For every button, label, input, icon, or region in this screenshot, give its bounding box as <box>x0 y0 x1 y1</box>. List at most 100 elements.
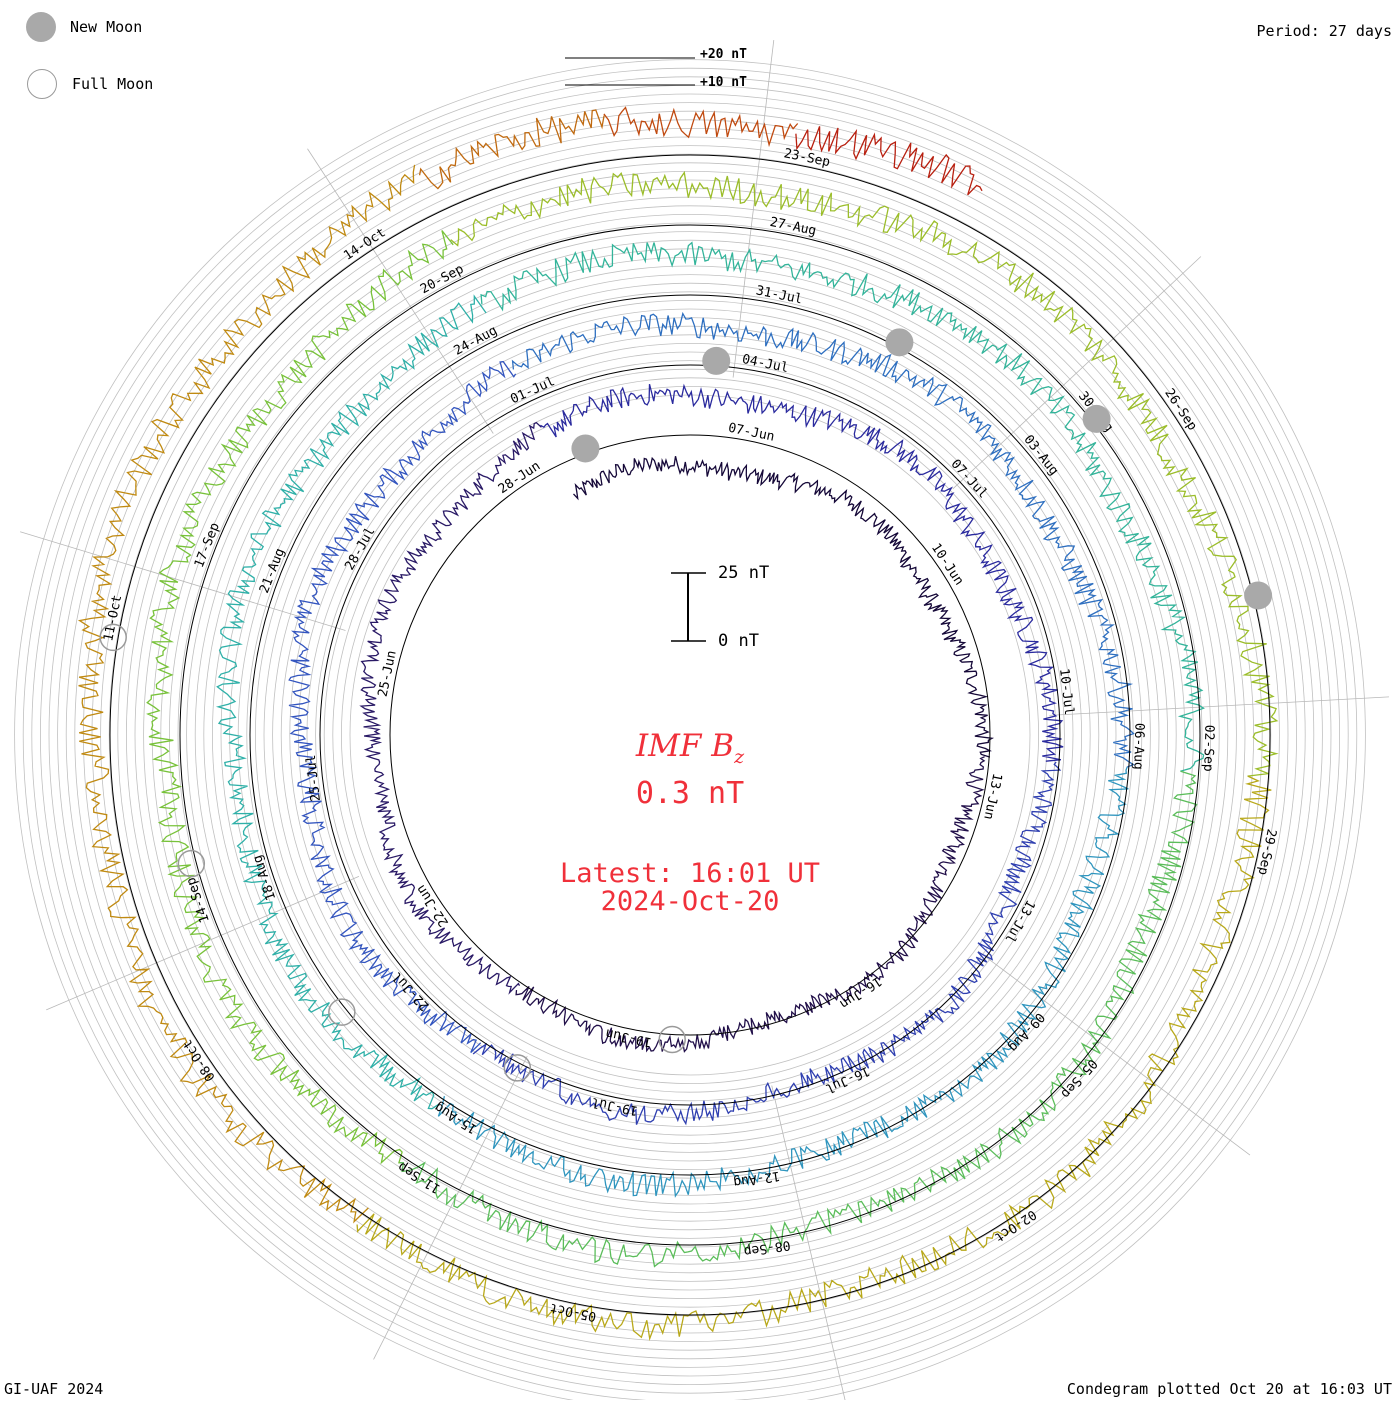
grid-spoke <box>977 950 1251 1156</box>
legend-new-moon: New Moon <box>26 12 142 42</box>
series-trace-0 <box>359 421 542 995</box>
scale-bar-bottom-label: 0 nT <box>718 631 759 651</box>
grid-spoke <box>952 256 1202 490</box>
ring-baseline <box>389 434 991 1036</box>
date-label: 08-Sep <box>743 1237 792 1259</box>
date-label: 25-Jul <box>304 754 324 802</box>
grid-ring <box>100 145 1280 1325</box>
new-moon-marker <box>1244 581 1273 610</box>
plotted-label: Condegram plotted Oct 20 at 16:03 UT <box>1066 1380 1392 1398</box>
new-moon-icon <box>26 12 56 42</box>
grid-ring <box>31 76 1349 1394</box>
ref-label-plus10: +10 nT <box>700 75 747 90</box>
imf-title-main: IMF B <box>635 728 735 764</box>
grid-ring <box>83 128 1297 1342</box>
new-moon-marker <box>571 434 600 463</box>
series-trace-1 <box>472 761 1062 1126</box>
new-moon-marker <box>1082 404 1111 433</box>
grid-ring <box>143 188 1237 1282</box>
full-moon-marker <box>503 1054 532 1082</box>
date-label: 06-Aug <box>1130 723 1146 770</box>
series-trace-1 <box>288 360 517 1053</box>
date-label: 24-Aug <box>451 323 499 359</box>
grid-ring <box>169 214 1211 1256</box>
grid-ring <box>203 248 1177 1222</box>
grid-ring <box>340 385 1040 1085</box>
grid-ring <box>280 325 1100 1145</box>
date-label: 21-Aug <box>257 546 288 595</box>
series-trace-2 <box>511 311 1135 768</box>
grid-ring <box>108 153 1272 1317</box>
full-moon-marker <box>658 1025 686 1054</box>
grid-ring <box>57 102 1323 1368</box>
grid-ring <box>160 205 1220 1265</box>
grid-spoke <box>46 876 360 1011</box>
new-moon-marker <box>702 346 731 375</box>
grid-spoke <box>1049 696 1389 716</box>
series-trace-2 <box>437 766 1129 1198</box>
date-label: 01-Jul <box>508 374 557 407</box>
date-label: 03-Aug <box>1020 432 1061 478</box>
grid-spoke <box>732 39 775 378</box>
series-trace-4 <box>77 164 416 1224</box>
legend-full-moon-label: Full Moon <box>72 75 154 93</box>
ring-baseline <box>179 224 1201 1246</box>
grid-spoke <box>307 148 494 434</box>
series-trace-1 <box>540 383 1064 762</box>
legend-full-moon: Full Moon <box>27 69 153 99</box>
grid-spoke <box>20 531 346 631</box>
ref-label-plus20: +20 nT <box>700 47 747 62</box>
date-label: 17-Sep <box>192 521 223 570</box>
series-trace-4 <box>450 170 1279 777</box>
grid-ring <box>254 299 1126 1171</box>
grid-ring <box>323 368 1057 1102</box>
full-moon-icon <box>27 69 57 99</box>
grid-ring <box>272 317 1108 1153</box>
grid-ring <box>211 256 1169 1214</box>
grid-ring <box>229 274 1151 1196</box>
series-trace-4 <box>356 775 1272 1342</box>
latest-date: 2024-Oct-20 <box>600 886 780 917</box>
grid-ring <box>74 119 1306 1351</box>
imf-title-sub: z <box>734 746 745 769</box>
grid-ring <box>306 351 1074 1119</box>
series-trace-0 <box>515 756 986 1053</box>
grid-ring <box>289 334 1091 1136</box>
grid-ring <box>263 308 1117 1162</box>
period-label: Period: 27 days <box>1256 22 1392 40</box>
date-label: 10-Jul <box>1056 668 1076 716</box>
grid-ring <box>332 377 1048 1093</box>
full-moon-marker <box>328 998 356 1026</box>
series-trace-2 <box>215 294 487 1110</box>
new-moon-marker <box>885 328 914 357</box>
series-trace-0 <box>573 456 995 758</box>
ring-baseline <box>319 364 1061 1106</box>
grid-ring <box>315 360 1065 1110</box>
grid-ring <box>186 231 1194 1239</box>
grid-spoke <box>771 1085 847 1404</box>
legend-new-moon-label: New Moon <box>70 18 143 36</box>
series-trace-5 <box>795 126 983 196</box>
grid-ring <box>48 93 1332 1377</box>
latest-time: Latest: 16:01 UT <box>559 858 821 889</box>
series-trace-5 <box>603 106 799 148</box>
date-label: 12-Aug <box>732 1168 781 1190</box>
full-moon-marker <box>99 623 127 652</box>
series-trace-3 <box>480 241 1205 772</box>
date-label: 02-Sep <box>1200 725 1216 773</box>
full-moon-marker <box>177 849 206 878</box>
series-trace-3 <box>146 230 454 1165</box>
grid-ring <box>14 59 1366 1404</box>
scale-bar-top-label: 25 nT <box>718 563 770 583</box>
grid-ring <box>65 110 1315 1360</box>
series-trace-5 <box>418 109 605 190</box>
imf-title: IMF Bz <box>540 728 840 768</box>
grid-spoke <box>373 1055 528 1360</box>
imf-value: 0.3 nT <box>635 776 745 811</box>
ring-baseline <box>249 294 1131 1176</box>
grid-ring <box>220 265 1160 1205</box>
grid-ring <box>134 179 1246 1291</box>
grid-ring <box>246 291 1134 1179</box>
